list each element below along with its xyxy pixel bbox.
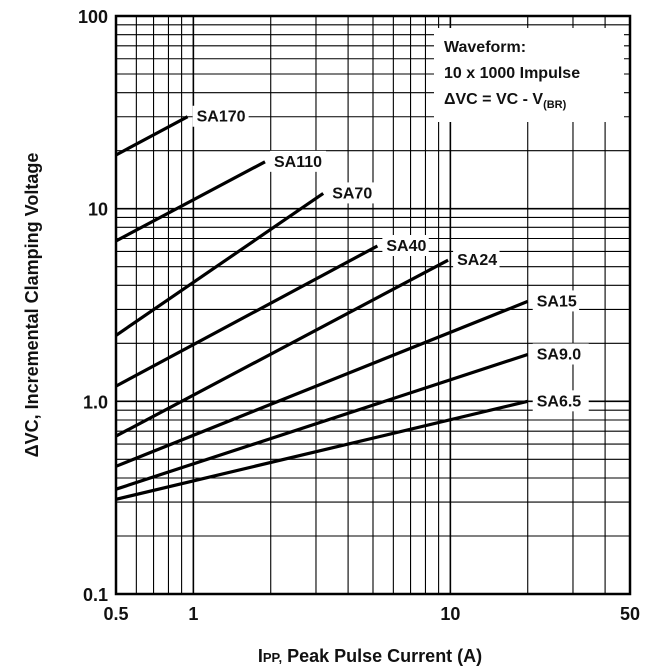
y-tick-label: 1.0	[83, 392, 108, 412]
series-line-sa6-5	[116, 401, 528, 499]
y-axis-title: ΔVC, Incremental Clamping Voltage	[22, 153, 42, 458]
series-line-sa9-0	[116, 355, 528, 490]
y-tick-label: 0.1	[83, 585, 108, 605]
waveform-annotation: Waveform: 10 x 1000 Impulse ΔVC = VC - V…	[434, 28, 624, 122]
series-lines: SA170 SA110 SA70 SA40 SA24 SA15 SA9.0 SA6.5	[116, 106, 589, 500]
series-line-sa170	[116, 117, 188, 155]
x-tick-label: 0.5	[103, 604, 128, 624]
series-label-sa9-0: SA9.0	[537, 347, 582, 364]
series-label-sa40: SA40	[386, 238, 426, 255]
x-tick-label: 10	[440, 604, 460, 624]
series-label-sa24: SA24	[457, 252, 497, 269]
series-label-sa15: SA15	[537, 293, 577, 310]
series-line-sa110	[116, 162, 265, 241]
y-tick-label: 100	[78, 7, 108, 27]
annotation-line1: Waveform:	[444, 39, 526, 56]
x-tick-label: 50	[620, 604, 640, 624]
x-tick-labels: 0.5 1 10 50	[103, 604, 640, 624]
series-label-sa110: SA110	[274, 154, 322, 171]
series-label-sa70: SA70	[332, 185, 372, 202]
y-tick-labels: 100 10 1.0 0.1	[78, 7, 108, 605]
annotation-line2: 10 x 1000 Impulse	[444, 65, 580, 82]
x-axis-title: IPP, Peak Pulse Current (A)	[258, 646, 482, 666]
y-tick-label: 10	[88, 200, 108, 220]
series-label-sa170: SA170	[197, 109, 246, 126]
series-line-sa70	[116, 193, 323, 335]
series-label-sa6-5: SA6.5	[537, 393, 582, 410]
x-tick-label: 1	[188, 604, 198, 624]
